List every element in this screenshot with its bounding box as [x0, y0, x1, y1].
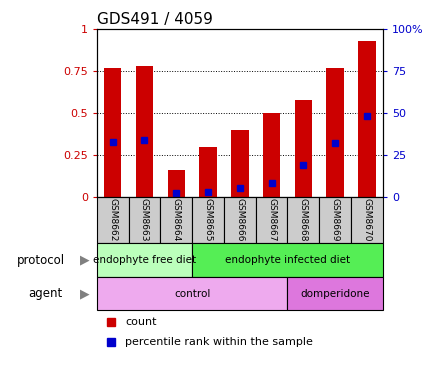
Bar — [231, 130, 249, 197]
Bar — [287, 197, 319, 243]
Bar — [326, 68, 344, 197]
Text: endophyte infected diet: endophyte infected diet — [225, 255, 350, 265]
Text: ▶: ▶ — [80, 287, 89, 300]
Text: GDS491 / 4059: GDS491 / 4059 — [97, 12, 213, 27]
Bar — [287, 277, 383, 310]
Text: GSM8664: GSM8664 — [172, 198, 181, 242]
Text: GSM8667: GSM8667 — [267, 198, 276, 242]
Text: protocol: protocol — [17, 254, 65, 267]
Bar — [263, 113, 280, 197]
Text: GSM8669: GSM8669 — [330, 198, 340, 242]
Bar — [104, 68, 121, 197]
Text: ▶: ▶ — [80, 254, 89, 267]
Bar — [97, 197, 128, 243]
Text: GSM8663: GSM8663 — [140, 198, 149, 242]
Text: GSM8666: GSM8666 — [235, 198, 244, 242]
Bar — [199, 146, 217, 197]
Bar — [160, 197, 192, 243]
Bar — [128, 197, 160, 243]
Bar — [295, 100, 312, 197]
Bar — [192, 197, 224, 243]
Text: agent: agent — [28, 287, 62, 300]
Text: percentile rank within the sample: percentile rank within the sample — [125, 337, 313, 347]
Bar — [319, 197, 351, 243]
Text: GSM8670: GSM8670 — [363, 198, 371, 242]
Bar — [351, 197, 383, 243]
Bar — [97, 277, 287, 310]
Bar — [136, 66, 153, 197]
Text: count: count — [125, 317, 157, 327]
Text: GSM8662: GSM8662 — [108, 198, 117, 242]
Bar — [358, 41, 376, 197]
Text: control: control — [174, 289, 210, 299]
Text: GSM8668: GSM8668 — [299, 198, 308, 242]
Bar — [97, 243, 192, 277]
Bar — [256, 197, 287, 243]
Text: endophyte free diet: endophyte free diet — [93, 255, 196, 265]
Text: GSM8665: GSM8665 — [204, 198, 213, 242]
Bar — [224, 197, 256, 243]
Bar — [168, 170, 185, 197]
Bar — [192, 243, 383, 277]
Text: domperidone: domperidone — [301, 289, 370, 299]
